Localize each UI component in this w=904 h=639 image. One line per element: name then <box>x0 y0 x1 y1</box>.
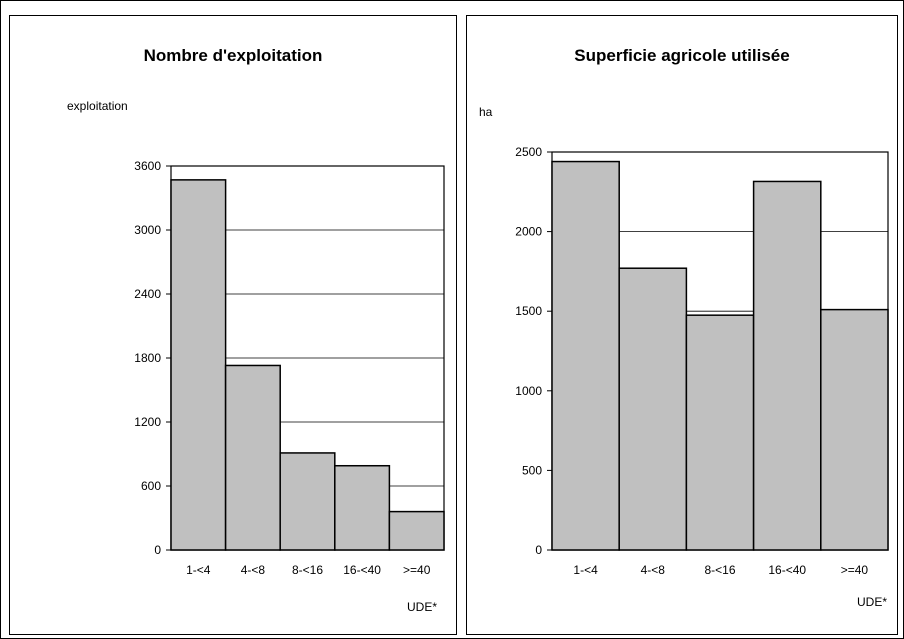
y-axis-label: exploitation <box>67 99 128 113</box>
y-tick-label: 2400 <box>134 287 161 301</box>
bar-16-<40 <box>334 464 391 551</box>
y-tick-label: 0 <box>535 543 542 557</box>
y-tick-label: 1500 <box>515 304 542 318</box>
bar->=40 <box>820 308 889 551</box>
y-tick-label: 3000 <box>134 223 161 237</box>
x-axis-label: UDE* <box>857 595 887 609</box>
bar-8-<16 <box>685 314 755 551</box>
chart-title: Nombre d'exploitation <box>144 46 323 65</box>
x-tick-label: 16-<40 <box>768 563 806 577</box>
x-tick-label: 4-<8 <box>241 563 266 577</box>
y-tick-label: 1800 <box>134 351 161 365</box>
bar->=40 <box>388 510 445 551</box>
chart-panel-superficie: Superficie agricole utilisée ha UDE* 0 50… <box>466 15 898 635</box>
chart-title: Superficie agricole utilisée <box>574 46 789 65</box>
bar-8-<16 <box>279 452 336 551</box>
bar-4-<8 <box>618 267 688 551</box>
chart-panel-exploitations: Nombre d'exploitation exploitation UDE* … <box>9 15 457 635</box>
x-tick-label: 8-<16 <box>704 563 735 577</box>
chart-superficie-svg: Superficie agricole utilisée ha UDE* 0 50… <box>479 46 889 609</box>
x-axis-label: UDE* <box>407 600 437 614</box>
y-tick-label: 0 <box>154 543 161 557</box>
y-tick-label: 2500 <box>515 145 542 159</box>
x-tick-label: >=40 <box>841 563 869 577</box>
x-tick-label: 1-<4 <box>573 563 598 577</box>
x-tick-label: 4-<8 <box>641 563 666 577</box>
y-axis-label: ha <box>479 105 493 119</box>
y-tick-label: 2000 <box>515 225 542 239</box>
chart-exploitations-svg: Nombre d'exploitation exploitation UDE* … <box>67 46 445 614</box>
x-tick-label: >=40 <box>403 563 431 577</box>
x-tick-label: 16-<40 <box>343 563 381 577</box>
y-tick-label: 1200 <box>134 415 161 429</box>
y-tick-label: 3600 <box>134 159 161 173</box>
y-tick-label: 600 <box>141 479 161 493</box>
bar-4-<8 <box>224 364 281 551</box>
bar-1-<4 <box>170 179 227 551</box>
y-tick-label: 1000 <box>515 384 542 398</box>
bar-16-<40 <box>752 180 822 551</box>
bar-1-<4 <box>551 160 620 551</box>
y-tick-label: 500 <box>522 463 542 477</box>
x-tick-label: 1-<4 <box>186 563 211 577</box>
x-tick-label: 8-<16 <box>292 563 323 577</box>
